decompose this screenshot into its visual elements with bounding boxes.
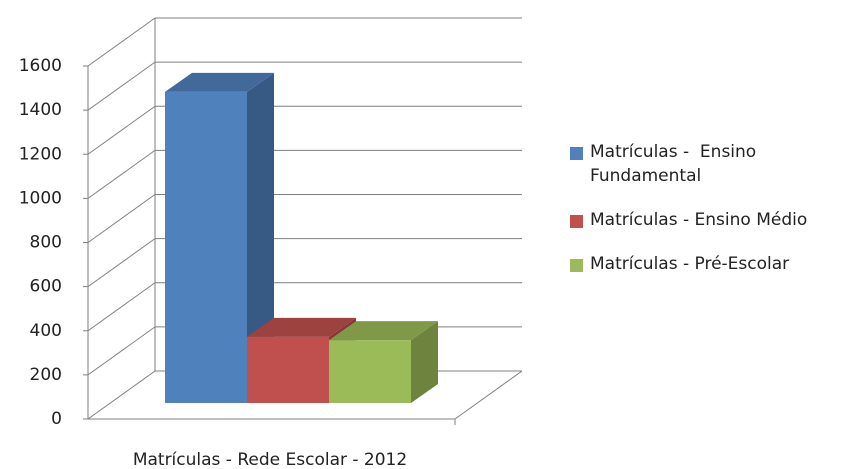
legend-swatch	[570, 215, 583, 228]
y-tick-label: 800	[30, 233, 62, 253]
grid-line	[87, 149, 156, 199]
y-tick-label: 1400	[19, 100, 62, 120]
bar	[329, 340, 411, 403]
grid-line	[87, 17, 156, 67]
legend-item: Matrículas - Pré-Escolar	[570, 252, 822, 276]
legend-item: Matrículas - Ensino Médio	[570, 208, 822, 232]
y-tick-label: 600	[30, 277, 62, 297]
legend-label: Matrículas - Ensino Fundamental	[590, 142, 762, 186]
legend-item: Matrículas - Ensino Fundamental	[570, 140, 822, 188]
axis-line	[454, 370, 523, 420]
legend-swatch	[570, 259, 583, 272]
bar	[247, 336, 329, 403]
legend-swatch	[570, 147, 583, 160]
bar-side	[411, 321, 438, 403]
y-tick-label: 1000	[19, 188, 62, 208]
y-tick-label: 200	[30, 365, 62, 385]
grid-line	[87, 326, 156, 376]
legend: Matrículas - Ensino Fundamental Matrícula…	[570, 140, 822, 296]
grid-line	[87, 194, 156, 243]
legend-label: Matrículas - Pré-Escolar	[590, 254, 790, 274]
grid-line	[87, 238, 156, 288]
y-tick-label: 1200	[19, 144, 62, 164]
category-label: Matrículas - Rede Escolar - 2012	[133, 450, 407, 469]
bar-top	[165, 72, 274, 92]
bar-top	[329, 321, 438, 341]
grid-line	[87, 105, 156, 155]
legend-label: Matrículas - Ensino Médio	[590, 210, 808, 230]
bar-side	[247, 72, 274, 403]
bar-top	[247, 317, 356, 337]
grid-line	[87, 282, 156, 332]
y-tick-label: 0	[51, 409, 62, 429]
grid-line	[87, 61, 156, 111]
y-tick-label: 1600	[19, 56, 62, 76]
bar	[165, 91, 247, 403]
grid-line	[87, 370, 156, 420]
y-tick-label: 400	[30, 321, 62, 341]
